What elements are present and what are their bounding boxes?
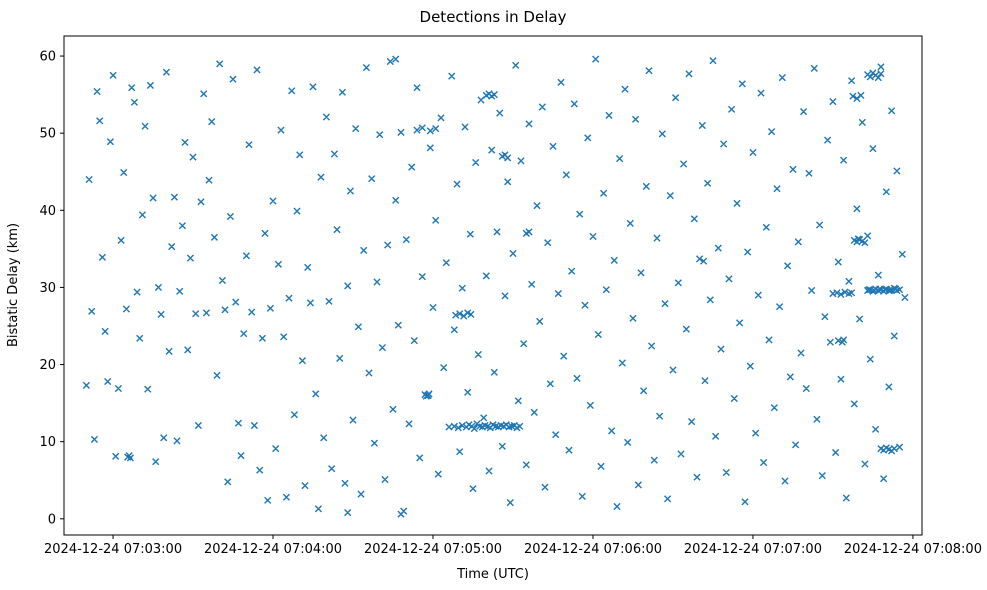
x-tick-label: 2024-12-24 07:05:00 — [364, 542, 502, 557]
x-tick-label: 2024-12-24 07:03:00 — [44, 542, 182, 557]
y-tick-label: 20 — [39, 358, 56, 373]
x-tick-label: 2024-12-24 07:08:00 — [844, 542, 982, 557]
x-tick-label: 2024-12-24 07:07:00 — [684, 542, 822, 557]
chart-title: Detections in Delay — [420, 8, 567, 26]
plot-area — [63, 35, 923, 536]
y-tick-label: 30 — [39, 281, 56, 296]
y-tick-label: 40 — [39, 204, 56, 219]
y-tick-label: 50 — [39, 127, 56, 142]
scatter-points — [82, 55, 909, 518]
x-tick-label: 2024-12-24 07:04:00 — [204, 542, 342, 557]
y-tick-label: 10 — [39, 435, 56, 450]
y-tick-label: 0 — [48, 512, 56, 527]
y-axis-label: Bistatic Delay (km) — [6, 223, 21, 347]
axis-ticks: 2024-12-24 07:03:00 2024-12-24 07:04:00 20… — [39, 50, 982, 557]
x-tick-label: 2024-12-24 07:06:00 — [524, 542, 662, 557]
x-axis-label: Time (UTC) — [456, 567, 529, 582]
y-tick-label: 60 — [39, 50, 56, 65]
